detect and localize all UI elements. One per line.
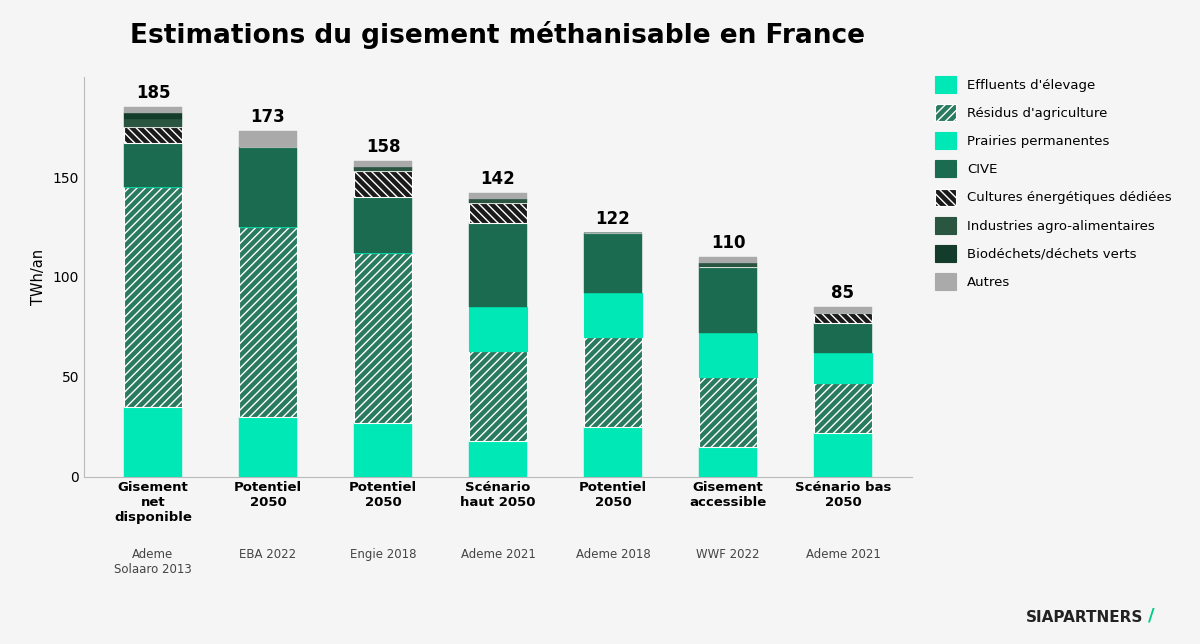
Bar [469,223,527,307]
Bar [125,143,181,187]
Title: Estimations du gisement méthanisable en France: Estimations du gisement méthanisable en … [131,21,865,48]
Bar [469,351,527,440]
Bar [815,383,871,433]
Text: 122: 122 [595,210,630,228]
Bar [815,323,871,353]
Text: SIAPARTNERS: SIAPARTNERS [1026,610,1144,625]
Text: 142: 142 [481,170,515,188]
Bar [354,422,412,477]
Bar [469,307,527,351]
Text: 158: 158 [366,138,401,156]
Bar [125,113,181,119]
Bar [354,167,412,171]
Bar [584,427,642,477]
Bar [815,433,871,477]
Bar [239,417,296,477]
Text: Ademe 2018: Ademe 2018 [576,549,650,562]
Bar [700,267,757,333]
Text: Ademe 2021: Ademe 2021 [805,549,881,562]
Bar [584,293,642,337]
Bar [469,203,527,223]
Bar [239,147,296,227]
Legend: Effluents d'élevage, Résidus d'agriculture, Prairies permanentes, CIVE, Cultures: Effluents d'élevage, Résidus d'agricultu… [935,76,1171,290]
Bar [125,187,181,407]
Bar [815,313,871,323]
Text: 173: 173 [251,108,286,126]
Text: 85: 85 [832,284,854,302]
Text: 185: 185 [136,84,170,102]
Text: 110: 110 [710,234,745,252]
Text: /: / [1148,607,1156,625]
Text: WWF 2022: WWF 2022 [696,549,760,562]
Bar [815,353,871,383]
Bar [125,119,181,128]
Bar [584,337,642,427]
Bar [239,131,296,147]
Bar [469,193,527,199]
Text: Ademe
Solaaro 2013: Ademe Solaaro 2013 [114,549,192,576]
Bar [354,197,412,253]
Bar [700,263,757,267]
Bar [125,407,181,477]
Bar [700,377,757,447]
Text: Ademe 2021: Ademe 2021 [461,549,535,562]
Bar [815,307,871,313]
Bar [354,253,412,422]
Bar [584,233,642,293]
Bar [354,171,412,197]
Bar [125,128,181,143]
Y-axis label: TWh/an: TWh/an [31,249,46,305]
Text: Engie 2018: Engie 2018 [349,549,416,562]
Bar [700,447,757,477]
Bar [700,257,757,263]
Bar [469,199,527,203]
Bar [469,440,527,477]
Bar [354,161,412,167]
Bar [125,108,181,113]
Text: EBA 2022: EBA 2022 [240,549,296,562]
Bar [700,333,757,377]
Bar [239,227,296,417]
